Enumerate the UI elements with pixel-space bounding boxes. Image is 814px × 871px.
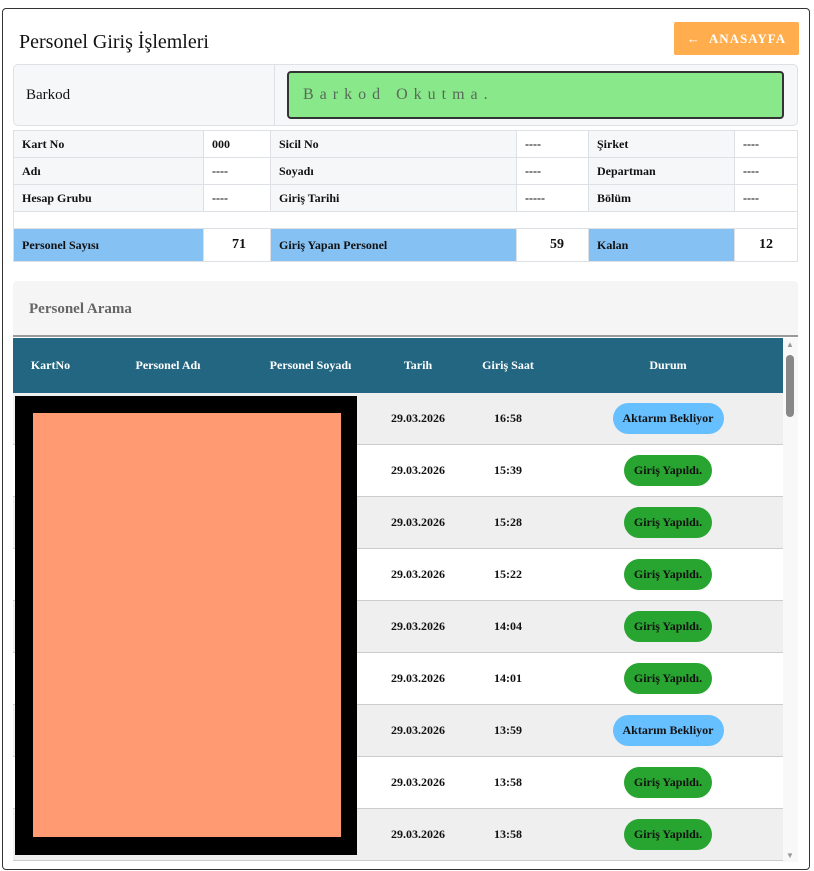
- status-badge: Giriş Yapıldı.: [623, 455, 713, 486]
- personnel-info-table: Kart No 000 Sicil No ---- Şirket ---- Adı ---- S…: [13, 130, 798, 262]
- table-row[interactable]: 29.03.2026 13:58 Giriş Yapıldı.: [13, 757, 783, 809]
- date-cell: 29.03.2026: [391, 567, 445, 581]
- status-badge: Aktarım Bekliyor: [612, 403, 724, 434]
- stat-value: 12: [734, 228, 798, 262]
- status-badge: Giriş Yapıldı.: [623, 507, 713, 538]
- column-header[interactable]: Personel Adı: [135, 358, 201, 372]
- time-cell: 16:58: [494, 411, 522, 425]
- table-scrollbar[interactable]: ▲ ▼: [783, 338, 798, 862]
- status-badge: Giriş Yapıldı.: [623, 663, 713, 694]
- time-cell: 15:28: [494, 515, 522, 529]
- info-key: Şirket: [588, 130, 735, 158]
- info-key: Sicil No: [270, 130, 517, 158]
- date-cell: 29.03.2026: [391, 411, 445, 425]
- info-value: ----: [734, 130, 798, 158]
- info-value: 000: [203, 130, 271, 158]
- info-value: ----: [734, 184, 798, 212]
- status-cell: Giriş Yapıldı.: [553, 767, 783, 798]
- status-cell: Giriş Yapıldı.: [553, 611, 783, 642]
- time-cell: 15:22: [494, 567, 522, 581]
- date-cell: 29.03.2026: [391, 515, 445, 529]
- table-row[interactable]: 29.03.2026 15:22 Giriş Yapıldı.: [13, 549, 783, 601]
- table-header: KartNo Personel Adı Personel Soyadı Tarih Gi…: [13, 338, 783, 393]
- stat-label: Personel Sayısı: [13, 228, 204, 262]
- barcode-label: Barkod: [14, 65, 275, 125]
- info-row: Adı ---- Soyadı ---- Departman ----: [13, 157, 798, 185]
- date-cell: 29.03.2026: [391, 463, 445, 477]
- status-cell: Aktarım Bekliyor: [553, 403, 783, 434]
- column-header[interactable]: Tarih: [403, 358, 433, 372]
- time-cell: 14:01: [494, 671, 522, 685]
- info-value: ----: [516, 130, 589, 158]
- barcode-row: Barkod: [13, 64, 798, 126]
- search-title: Personel Arama: [29, 301, 132, 317]
- info-key: Adı: [13, 157, 204, 185]
- time-cell: 14:04: [494, 619, 522, 633]
- status-cell: Giriş Yapıldı.: [553, 507, 783, 538]
- stat-label: Giriş Yapan Personel: [270, 228, 517, 262]
- info-value: ----: [203, 184, 271, 212]
- info-row: Kart No 000 Sicil No ---- Şirket ----: [13, 130, 798, 158]
- info-value: ----: [516, 157, 589, 185]
- date-cell: 29.03.2026: [391, 619, 445, 633]
- page-title: Personel Giriş İşlemleri: [19, 31, 209, 53]
- stat-value: 59: [516, 228, 589, 262]
- status-cell: Giriş Yapıldı.: [553, 559, 783, 590]
- info-value: ----: [734, 157, 798, 185]
- redaction-box: [15, 396, 357, 855]
- scroll-down-icon[interactable]: ▼: [786, 851, 794, 860]
- date-cell: 29.03.2026: [391, 827, 445, 841]
- date-cell: 29.03.2026: [391, 723, 445, 737]
- scrollbar-thumb[interactable]: [786, 355, 794, 417]
- spacer-cell: [13, 211, 798, 229]
- status-badge: Giriş Yapıldı.: [623, 767, 713, 798]
- time-cell: 15:39: [494, 463, 522, 477]
- home-button[interactable]: ← ANASAYFA: [674, 22, 799, 55]
- time-cell: 13:59: [494, 723, 522, 737]
- status-badge: Aktarım Bekliyor: [612, 715, 724, 746]
- date-cell: 29.03.2026: [391, 775, 445, 789]
- info-value: -----: [516, 184, 589, 212]
- arrow-left-icon: ←: [686, 30, 701, 46]
- column-header[interactable]: Giriş Saat: [482, 358, 534, 372]
- column-header[interactable]: Durum: [649, 358, 687, 372]
- status-badge: Giriş Yapıldı.: [623, 611, 713, 642]
- barcode-input[interactable]: [287, 71, 784, 119]
- info-key: Giriş Tarihi: [270, 184, 517, 212]
- table-row[interactable]: 29.03.2026 14:01 Giriş Yapıldı.: [13, 653, 783, 705]
- status-cell: Giriş Yapıldı.: [553, 455, 783, 486]
- stat-label: Kalan: [588, 228, 735, 262]
- stats-row: Personel Sayısı 71 Giriş Yapan Personel 59 K…: [13, 228, 798, 262]
- status-badge: Giriş Yapıldı.: [623, 819, 713, 850]
- column-header[interactable]: Personel Soyadı: [269, 358, 352, 372]
- info-row: Hesap Grubu ---- Giriş Tarihi ----- Bölüm ---…: [13, 184, 798, 212]
- status-cell: Giriş Yapıldı.: [553, 819, 783, 850]
- scroll-up-icon[interactable]: ▲: [786, 340, 794, 349]
- status-badge: Giriş Yapıldı.: [623, 559, 713, 590]
- table-row[interactable]: 29.03.2026 15:39 Giriş Yapıldı.: [13, 445, 783, 497]
- date-cell: 29.03.2026: [391, 671, 445, 685]
- stat-value: 71: [203, 228, 271, 262]
- status-cell: Aktarım Bekliyor: [553, 715, 783, 746]
- spacer-row: [13, 211, 798, 229]
- redaction-fill: [33, 413, 341, 837]
- personnel-search-panel[interactable]: Personel Arama: [13, 281, 798, 337]
- time-cell: 13:58: [494, 775, 522, 789]
- info-value: ----: [203, 157, 271, 185]
- status-cell: Giriş Yapıldı.: [553, 663, 783, 694]
- info-key: Kart No: [13, 130, 204, 158]
- info-key: Bölüm: [588, 184, 735, 212]
- info-key: Hesap Grubu: [13, 184, 204, 212]
- info-key: Soyadı: [270, 157, 517, 185]
- info-key: Departman: [588, 157, 735, 185]
- time-cell: 13:58: [494, 827, 522, 841]
- column-header[interactable]: KartNo: [30, 358, 71, 372]
